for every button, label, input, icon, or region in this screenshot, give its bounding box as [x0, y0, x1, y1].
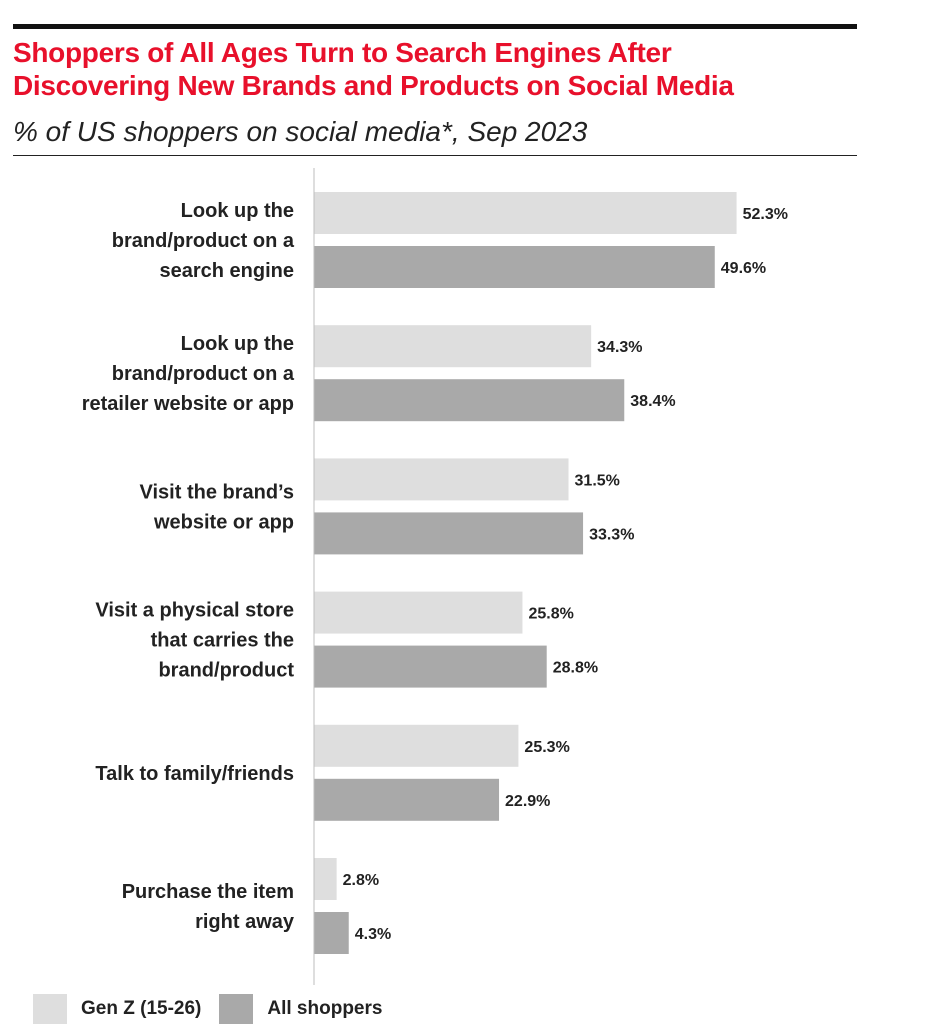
top-rule	[13, 24, 857, 29]
bar-gen-z-1	[314, 192, 737, 234]
value-label-gen-z-6: 2.8%	[343, 872, 379, 889]
category-label-2-line-2: brand/product on a	[112, 363, 295, 385]
bar-gen-z-2	[314, 325, 592, 368]
value-label-gen-z-5: 25.3%	[524, 739, 569, 756]
bar-all-shoppers-5	[314, 778, 500, 821]
category-label-5-line-1: Talk to family/friends	[95, 763, 294, 785]
bar-all-shoppers-1	[314, 246, 715, 288]
bar-gen-z-5	[314, 724, 519, 767]
value-label-gen-z-4: 25.8%	[528, 606, 573, 623]
category-label-6-line-1: Purchase the item	[122, 881, 294, 903]
category-label-2-line-3: retailer website or app	[82, 393, 294, 415]
bar-all-shoppers-4	[314, 645, 547, 688]
category-label-4-line-3: brand/product	[158, 660, 294, 682]
category-label-4-line-1: Visit a physical store	[95, 600, 294, 622]
value-label-all-shoppers-6: 4.3%	[355, 926, 391, 943]
chart-title: Shoppers of All Ages Turn to Search Engi…	[13, 36, 913, 102]
value-label-gen-z-1: 52.3%	[743, 206, 788, 223]
chart-legend: Gen Z (15-26) All shoppers	[33, 992, 400, 1026]
value-label-all-shoppers-2: 38.4%	[630, 393, 675, 410]
legend-swatch-gen-z	[33, 994, 67, 1024]
chart-title-line-1: Shoppers of All Ages Turn to Search Engi…	[13, 37, 672, 68]
legend-item-gen-z: Gen Z (15-26)	[33, 994, 201, 1024]
category-label-3-line-2: website or app	[153, 511, 294, 533]
category-label-4-line-2: that carries the	[151, 630, 294, 652]
chart-subtitle: % of US shoppers on social media*, Sep 2…	[13, 116, 588, 147]
value-label-gen-z-3: 31.5%	[575, 472, 620, 489]
value-label-all-shoppers-5: 22.9%	[505, 793, 550, 810]
bar-all-shoppers-2	[314, 379, 625, 422]
subtitle-rule	[13, 155, 857, 156]
value-label-all-shoppers-1: 49.6%	[721, 260, 766, 277]
bar-gen-z-6	[314, 858, 337, 900]
legend-label-all-shoppers: All shoppers	[267, 998, 383, 1019]
bar-all-shoppers-3	[314, 512, 584, 555]
bar-chart: Look up the brand/product on a search engi…	[82, 168, 788, 985]
value-label-gen-z-2: 34.3%	[597, 339, 642, 356]
legend-item-all-shoppers: All shoppers	[219, 994, 382, 1024]
category-label-1-line-2: brand/product on a	[112, 230, 295, 252]
value-label-all-shoppers-4: 28.8%	[553, 660, 598, 677]
category-label-1-line-3: search engine	[159, 260, 294, 282]
category-label-1-line-1: Look up the	[181, 200, 294, 222]
category-label-6-line-2: right away	[195, 911, 295, 933]
category-label-3-line-1: Visit the brand’s	[140, 481, 294, 503]
legend-label-gen-z: Gen Z (15-26)	[81, 998, 202, 1019]
value-label-all-shoppers-3: 33.3%	[589, 526, 634, 543]
legend-swatch-all-shoppers	[219, 994, 254, 1024]
category-label-2-line-1: Look up the	[181, 333, 294, 355]
bar-all-shoppers-6	[314, 912, 349, 954]
bar-gen-z-4	[314, 591, 523, 634]
bar-gen-z-3	[314, 458, 569, 501]
chart-title-line-2: Discovering New Brands and Products on S…	[13, 70, 734, 101]
